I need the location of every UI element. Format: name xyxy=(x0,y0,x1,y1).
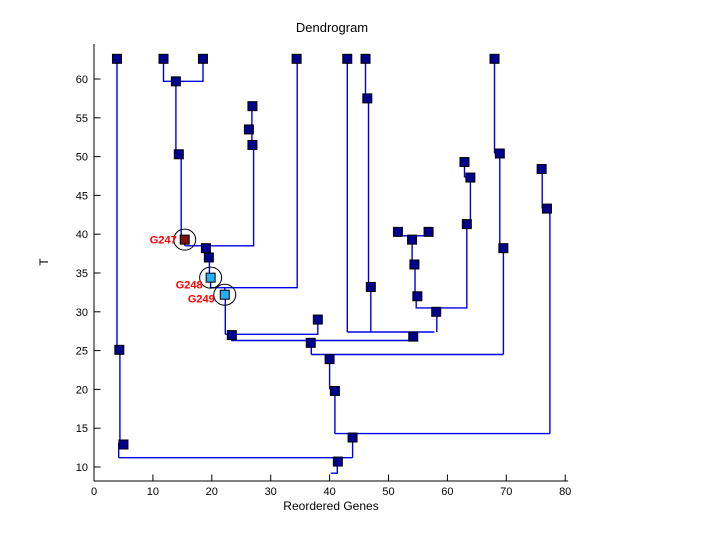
node-marker[interactable] xyxy=(412,291,423,302)
branch-line xyxy=(225,320,319,335)
branch-line xyxy=(209,61,298,289)
node-marker[interactable] xyxy=(408,331,419,342)
node-marker[interactable] xyxy=(541,203,552,214)
node-marker[interactable] xyxy=(465,172,476,183)
node-marker[interactable] xyxy=(407,234,418,245)
node-marker-g249[interactable] xyxy=(219,289,230,300)
y-tick-label: 45 xyxy=(76,190,88,202)
node-marker[interactable] xyxy=(365,281,376,292)
gene-annotation-g247: G247 xyxy=(150,235,177,247)
node-marker[interactable] xyxy=(118,439,129,450)
branch-line xyxy=(328,359,336,434)
y-tick-label: 15 xyxy=(76,423,88,435)
branch-line xyxy=(364,61,372,332)
node-marker[interactable] xyxy=(423,226,434,237)
y-tick-label: 40 xyxy=(76,229,88,241)
node-marker[interactable] xyxy=(170,76,181,87)
highlight-circle xyxy=(173,228,197,251)
node-marker[interactable] xyxy=(332,456,343,467)
highlight-circle xyxy=(199,266,223,289)
node-marker[interactable] xyxy=(111,53,122,64)
y-tick-label: 10 xyxy=(76,462,88,474)
gene-annotation-g248: G248 xyxy=(176,280,203,292)
x-tick-label: 60 xyxy=(441,486,453,498)
branch-line xyxy=(231,335,414,342)
node-marker[interactable] xyxy=(200,243,211,254)
node-marker[interactable] xyxy=(494,148,505,159)
y-tick-label: 35 xyxy=(76,268,88,280)
node-marker[interactable] xyxy=(459,157,470,168)
node-marker-g247[interactable] xyxy=(179,234,190,245)
node-marker[interactable] xyxy=(158,53,169,64)
x-tick-label: 0 xyxy=(91,486,97,498)
node-marker[interactable] xyxy=(392,226,403,237)
x-tick-label: 30 xyxy=(265,486,277,498)
node-marker[interactable] xyxy=(247,101,258,112)
branch-line xyxy=(415,224,468,309)
x-tick-label: 50 xyxy=(382,486,394,498)
node-marker[interactable] xyxy=(498,243,509,254)
node-marker[interactable] xyxy=(243,124,254,135)
branch-line xyxy=(116,61,121,458)
node-marker[interactable] xyxy=(173,149,184,160)
x-tick-label: 40 xyxy=(323,486,335,498)
node-marker[interactable] xyxy=(324,354,335,365)
x-tick-label: 10 xyxy=(147,486,159,498)
node-marker[interactable] xyxy=(362,93,373,104)
node-marker[interactable] xyxy=(409,259,420,270)
branch-line xyxy=(463,162,472,224)
node-marker[interactable] xyxy=(329,385,340,396)
y-tick-label: 25 xyxy=(76,346,88,358)
node-marker[interactable] xyxy=(291,53,302,64)
branch-line xyxy=(162,61,204,83)
branch-line xyxy=(185,145,255,247)
node-marker[interactable] xyxy=(226,330,237,341)
x-tick-label: 20 xyxy=(206,486,218,498)
branch-line xyxy=(493,61,505,355)
node-marker[interactable] xyxy=(461,219,472,230)
node-marker[interactable] xyxy=(347,432,358,443)
y-axis-label: T xyxy=(37,258,51,266)
y-tick-label: 50 xyxy=(76,152,88,164)
node-marker[interactable] xyxy=(536,164,547,175)
y-tick-label: 30 xyxy=(76,307,88,319)
node-marker[interactable] xyxy=(312,314,323,325)
node-marker[interactable] xyxy=(489,53,500,64)
node-marker[interactable] xyxy=(203,252,214,263)
node-marker[interactable] xyxy=(342,53,353,64)
node-marker[interactable] xyxy=(431,306,442,317)
chart-title: Dendrogram xyxy=(295,20,369,35)
x-tick-label: 80 xyxy=(559,486,571,498)
gene-annotation-g249: G249 xyxy=(188,294,215,306)
node-marker[interactable] xyxy=(197,53,208,64)
x-axis-label: Reordered Genes xyxy=(283,499,379,513)
node-marker[interactable] xyxy=(305,337,316,348)
y-tick-label: 60 xyxy=(76,74,88,86)
y-tick-label: 20 xyxy=(76,384,88,396)
x-tick-label: 70 xyxy=(500,486,512,498)
node-marker[interactable] xyxy=(360,53,371,64)
node-marker[interactable] xyxy=(247,139,258,150)
branch-line xyxy=(175,83,182,238)
highlight-circle xyxy=(213,283,237,306)
y-tick-label: 55 xyxy=(76,113,88,125)
node-marker[interactable] xyxy=(114,344,125,355)
node-marker-g248[interactable] xyxy=(205,272,216,283)
